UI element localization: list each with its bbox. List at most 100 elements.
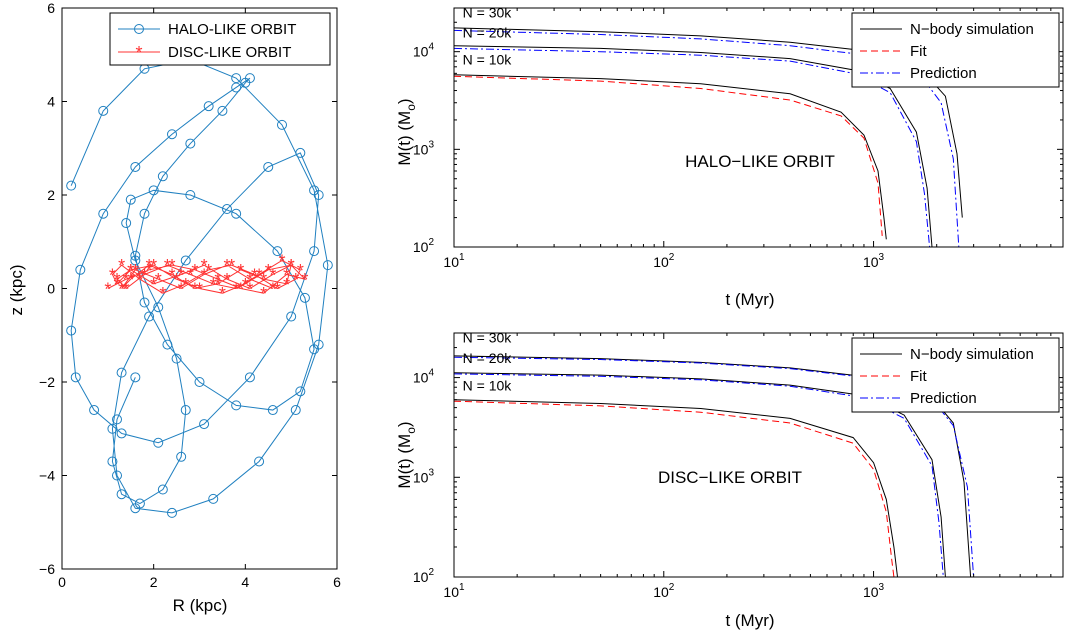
halo-legend-prediction: Prediction: [910, 65, 977, 82]
halo-orbit-point: [144, 311, 155, 322]
orbit-x-label: R (kpc): [173, 596, 228, 615]
disc-orbit-point: *: [219, 284, 226, 304]
disc-orbit-point: *: [214, 270, 221, 290]
halo-orbit-point: [112, 414, 122, 425]
disc-annotation: DISC−LIKE ORBIT: [658, 468, 802, 487]
orbit-y-label: z (kpc): [7, 265, 26, 316]
halo-legend-fit: Fit: [910, 43, 927, 60]
orbit-y-tick-label: −2: [39, 374, 55, 390]
halo-orbit-point: [208, 493, 219, 504]
disc-n-label: N = 30k: [463, 329, 513, 345]
halo-orbit-point: [199, 419, 210, 430]
halo-y-label: M(t) (Mo): [395, 98, 418, 165]
disc-orbit-point: *: [168, 265, 175, 285]
halo-orbit-point: [89, 405, 100, 416]
disc-orbit-point: *: [301, 270, 308, 290]
disc-orbit-point: *: [150, 275, 157, 295]
disc-orbit-point: *: [292, 270, 299, 290]
disc-axes-box: [453, 332, 1064, 578]
legend-disc-marker: *: [135, 43, 142, 63]
disc-orbit-point: *: [146, 256, 153, 276]
halo-orbit-point: [295, 147, 306, 158]
disc-orbit-point: *: [127, 270, 134, 290]
orbit-legend: * HALO-LIKE ORBIT DISC-LIKE ORBIT: [109, 12, 331, 66]
disc-orbit-point: *: [118, 256, 125, 276]
halo-orbit-point: [267, 405, 278, 416]
halo-legend-nbody: N−body simulation: [910, 21, 1034, 38]
disc-legend: N−body simulation Fit Prediction: [851, 337, 1060, 413]
disc-orbit-point: *: [283, 275, 290, 295]
orbit-y-tick-label: 6: [47, 0, 55, 16]
disc-curve: [453, 399, 898, 578]
halo-orbit-point: [162, 339, 173, 350]
disc-orbit-point: *: [297, 261, 304, 281]
halo-orbit-point: [290, 405, 301, 416]
halo-orbit-point: [134, 498, 145, 509]
halo-orbit-point: [171, 353, 182, 364]
disc-orbit-point: *: [178, 265, 185, 285]
halo-orbit-point: [167, 129, 177, 140]
halo-orbit-point: [272, 246, 283, 257]
disc-orbit-point: *: [256, 265, 263, 285]
disc-x-tick-label: 103: [863, 582, 885, 600]
disc-legend-box: [851, 337, 1060, 413]
disc-orbit-point: *: [246, 280, 253, 300]
disc-y-label: M(t) (Mo): [395, 421, 418, 488]
halo-ticks: 101 102 103 102 103 104: [413, 8, 1064, 270]
halo-orbit-point: [176, 451, 187, 462]
halo-orbit-point: [277, 119, 287, 130]
halo-orbit-point: [295, 386, 306, 397]
legend-label-disc: DISC-LIKE ORBIT: [168, 44, 291, 61]
disc-orbit-point: *: [146, 261, 153, 281]
disc-legend-nbody: N−body simulation: [910, 346, 1034, 363]
halo-orbit-point: [107, 456, 118, 467]
halo-orbit-point: [157, 171, 168, 182]
disc-orbit-point: *: [191, 280, 198, 300]
halo-x-label: t (Myr): [725, 290, 774, 309]
disc-orbit-point: *: [242, 275, 249, 295]
halo-orbit-point: [309, 344, 320, 355]
orbit-x-tick-label: 4: [241, 574, 249, 590]
disc-orbit-point: *: [237, 261, 244, 281]
disc-orbit-point: *: [196, 280, 203, 300]
halo-orbit-point: [240, 77, 251, 88]
halo-orbit-point: [130, 250, 141, 261]
orbit-y-tick-label: −4: [39, 468, 55, 484]
disc-orbit-point: *: [278, 251, 285, 271]
orbit-y-tick-label: 2: [47, 187, 55, 203]
halo-orbit-point: [148, 185, 159, 196]
disc-x-tick-label: 101: [443, 582, 465, 600]
halo-orbit-point: [180, 405, 191, 416]
orbit-ticks: 0 2 4 6 −6 −4 −2 0 2 4 6: [39, 0, 341, 590]
disc-n-label: N = 10k: [463, 378, 513, 394]
disc-orbit-point: *: [182, 275, 189, 295]
disc-orbit-point: *: [150, 256, 157, 276]
halo-orbit-point: [153, 302, 164, 313]
halo-orbit-point: [116, 367, 127, 378]
disc-x-label: t (Myr): [725, 611, 774, 630]
halo-orbit-point: [185, 190, 196, 200]
disc-orbit-point: *: [260, 284, 267, 304]
halo-x-tick-label: 102: [653, 252, 675, 270]
halo-x-tick-label: 103: [863, 252, 885, 270]
halo-orbit-point: [185, 138, 196, 149]
halo-orbit-point: [98, 208, 109, 219]
disc-orbit-point: *: [113, 270, 120, 290]
disc-n-label: N = 20k: [463, 350, 513, 366]
halo-orbit-point: [217, 105, 228, 116]
halo-orbit-point: [130, 372, 141, 383]
halo-n-label: N = 30k: [463, 4, 513, 20]
disc-panel: 101 102 103 102 103 104 t (Myr) M(t) (Mo) DIS…: [395, 329, 1064, 630]
disc-orbit-point: *: [233, 280, 240, 300]
legend-halo-marker: [134, 24, 144, 34]
halo-orbit-point: [231, 208, 242, 219]
halo-orbit-line: [70, 58, 329, 514]
disc-orbit-point: *: [269, 265, 276, 285]
halo-orbit-point: [254, 456, 265, 467]
orbit-x-tick-label: 2: [150, 574, 158, 590]
halo-orbit-point: [112, 470, 122, 481]
halo-legend-box: [851, 12, 1060, 88]
halo-orbit-point: [286, 311, 297, 322]
halo-orbit-point: [139, 208, 150, 219]
